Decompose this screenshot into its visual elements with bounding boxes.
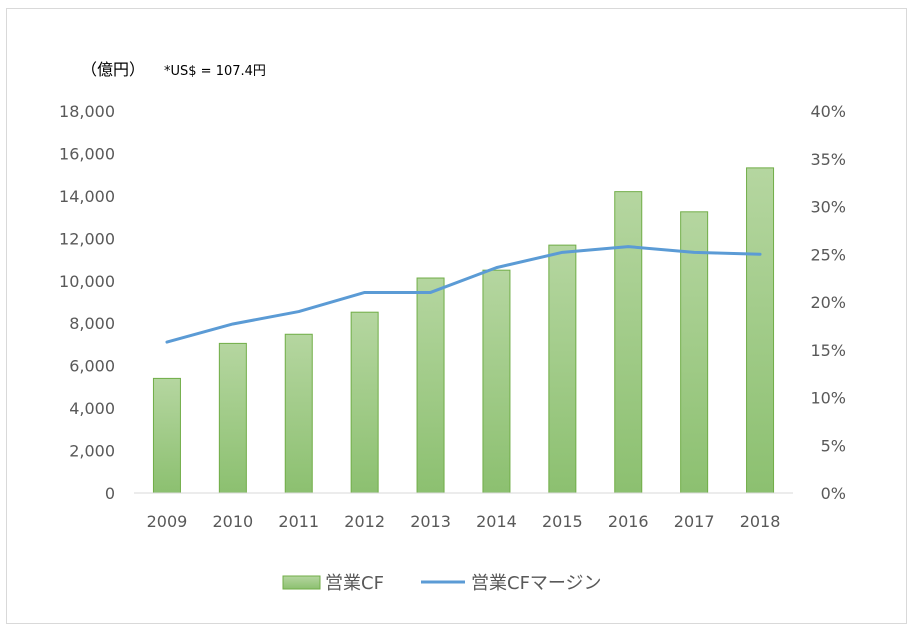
right-tick-label: 5% <box>821 436 846 455</box>
right-tick-label: 20% <box>810 293 846 312</box>
left-tick-label: 6,000 <box>69 357 115 376</box>
bar-series <box>152 167 775 494</box>
right-tick-label: 30% <box>810 198 846 217</box>
left-tick-label: 4,000 <box>69 399 115 418</box>
x-tick-label: 2018 <box>740 512 781 531</box>
right-tick-label: 25% <box>810 245 846 264</box>
x-tick-label: 2016 <box>608 512 649 531</box>
bar <box>746 167 775 494</box>
x-tick-label: 2012 <box>344 512 385 531</box>
left-tick-label: 16,000 <box>59 144 115 163</box>
right-tick-label: 0% <box>821 484 846 503</box>
left-tick-label: 12,000 <box>59 229 115 248</box>
x-tick-label: 2015 <box>542 512 583 531</box>
right-tick-label: 35% <box>810 150 846 169</box>
bar <box>416 277 445 494</box>
x-tick-label: 2017 <box>674 512 715 531</box>
left-tick-label: 0 <box>105 484 115 503</box>
left-tick-label: 18,000 <box>59 102 115 121</box>
x-axis-ticks: 2009 2010 2011 2012 2013 2014 2015 2016 2017 2018 <box>147 512 781 531</box>
legend: 営業CF 営業CFマージン <box>282 573 602 594</box>
left-tick-label: 2,000 <box>69 442 115 461</box>
chart-frame: （億円） *US$ = 107.4円 0 2,000 4,000 6,000 8,000… <box>6 8 907 624</box>
x-tick-label: 2013 <box>410 512 451 531</box>
legend-line-label: 営業CFマージン <box>471 573 602 594</box>
bar <box>680 211 709 494</box>
bar <box>350 311 379 494</box>
line-series <box>165 245 762 344</box>
bar <box>548 244 577 494</box>
right-tick-label: 15% <box>810 341 846 360</box>
right-tick-label: 40% <box>810 102 846 121</box>
left-tick-label: 8,000 <box>69 314 115 333</box>
bar <box>152 377 181 494</box>
bar <box>482 269 511 494</box>
x-tick-label: 2014 <box>476 512 517 531</box>
bar <box>218 342 247 494</box>
bar <box>284 333 313 494</box>
right-tick-label: 10% <box>810 389 846 408</box>
right-axis-ticks: 0% 5% 10% 15% 20% 25% 30% 35% 40% <box>810 102 846 503</box>
x-tick-label: 2009 <box>147 512 188 531</box>
left-tick-label: 10,000 <box>59 272 115 291</box>
x-tick-label: 2010 <box>212 512 253 531</box>
left-axis-unit-label: （億円） <box>81 60 145 79</box>
combo-chart: （億円） *US$ = 107.4円 0 2,000 4,000 6,000 8,000… <box>59 60 846 594</box>
left-axis-ticks: 0 2,000 4,000 6,000 8,000 10,000 12,000 14,000 1… <box>59 102 115 503</box>
legend-bar-label: 営業CF <box>325 573 384 594</box>
bar <box>614 191 643 494</box>
exchange-rate-note: *US$ = 107.4円 <box>164 64 266 79</box>
series-line <box>165 245 762 344</box>
left-tick-label: 14,000 <box>59 187 115 206</box>
x-tick-label: 2011 <box>278 512 319 531</box>
legend-bar-swatch <box>282 575 321 590</box>
